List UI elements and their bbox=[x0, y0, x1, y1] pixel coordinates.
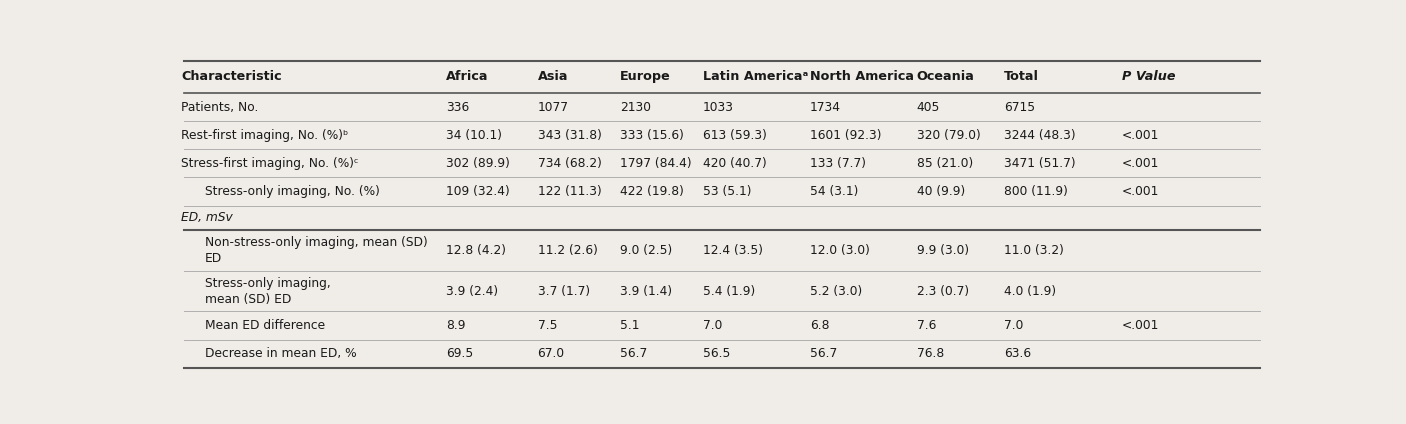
Text: <.001: <.001 bbox=[1122, 157, 1159, 170]
Text: Stress-only imaging,: Stress-only imaging, bbox=[205, 276, 330, 290]
Text: 613 (59.3): 613 (59.3) bbox=[703, 129, 768, 142]
Text: 333 (15.6): 333 (15.6) bbox=[620, 129, 685, 142]
Text: 6715: 6715 bbox=[1004, 101, 1035, 114]
Text: 12.4 (3.5): 12.4 (3.5) bbox=[703, 244, 763, 257]
Text: 3.9 (2.4): 3.9 (2.4) bbox=[446, 285, 498, 298]
Text: 109 (32.4): 109 (32.4) bbox=[446, 185, 510, 198]
Text: 7.0: 7.0 bbox=[703, 319, 723, 332]
Text: 8.9: 8.9 bbox=[446, 319, 465, 332]
Text: 133 (7.7): 133 (7.7) bbox=[810, 157, 866, 170]
Text: 3.9 (1.4): 3.9 (1.4) bbox=[620, 285, 672, 298]
Text: 56.7: 56.7 bbox=[620, 347, 648, 360]
Text: 405: 405 bbox=[917, 101, 941, 114]
Text: Patients, No.: Patients, No. bbox=[181, 101, 259, 114]
Text: 69.5: 69.5 bbox=[446, 347, 474, 360]
Text: 56.7: 56.7 bbox=[810, 347, 837, 360]
Text: Non-stress-only imaging, mean (SD): Non-stress-only imaging, mean (SD) bbox=[205, 236, 427, 249]
Text: Africa: Africa bbox=[446, 70, 488, 84]
Text: 67.0: 67.0 bbox=[537, 347, 565, 360]
Text: 5.1: 5.1 bbox=[620, 319, 640, 332]
Text: 343 (31.8): 343 (31.8) bbox=[537, 129, 602, 142]
Text: 53 (5.1): 53 (5.1) bbox=[703, 185, 752, 198]
Text: 76.8: 76.8 bbox=[917, 347, 943, 360]
Text: Stress-first imaging, No. (%)ᶜ: Stress-first imaging, No. (%)ᶜ bbox=[181, 157, 359, 170]
Text: 122 (11.3): 122 (11.3) bbox=[537, 185, 602, 198]
Text: 2130: 2130 bbox=[620, 101, 651, 114]
Text: Oceania: Oceania bbox=[917, 70, 974, 84]
Text: 7.5: 7.5 bbox=[537, 319, 557, 332]
Text: 9.0 (2.5): 9.0 (2.5) bbox=[620, 244, 672, 257]
Text: 5.4 (1.9): 5.4 (1.9) bbox=[703, 285, 755, 298]
Text: 320 (79.0): 320 (79.0) bbox=[917, 129, 980, 142]
Text: 1077: 1077 bbox=[537, 101, 568, 114]
Text: 336: 336 bbox=[446, 101, 470, 114]
Text: ED: ED bbox=[205, 252, 222, 265]
Text: Characteristic: Characteristic bbox=[181, 70, 281, 84]
Text: 56.5: 56.5 bbox=[703, 347, 731, 360]
Text: ED, mSv: ED, mSv bbox=[181, 212, 233, 224]
Text: <.001: <.001 bbox=[1122, 185, 1159, 198]
Text: Stress-only imaging, No. (%): Stress-only imaging, No. (%) bbox=[205, 185, 380, 198]
Text: mean (SD) ED: mean (SD) ED bbox=[205, 293, 291, 306]
Text: 420 (40.7): 420 (40.7) bbox=[703, 157, 766, 170]
Text: 11.2 (2.6): 11.2 (2.6) bbox=[537, 244, 598, 257]
Text: 800 (11.9): 800 (11.9) bbox=[1004, 185, 1067, 198]
Text: 54 (3.1): 54 (3.1) bbox=[810, 185, 858, 198]
Text: Europe: Europe bbox=[620, 70, 671, 84]
Text: 2.3 (0.7): 2.3 (0.7) bbox=[917, 285, 969, 298]
Text: 63.6: 63.6 bbox=[1004, 347, 1031, 360]
Text: 7.0: 7.0 bbox=[1004, 319, 1024, 332]
Text: Latin Americaᵃ: Latin Americaᵃ bbox=[703, 70, 808, 84]
Text: <.001: <.001 bbox=[1122, 319, 1159, 332]
Text: 1033: 1033 bbox=[703, 101, 734, 114]
Text: 1734: 1734 bbox=[810, 101, 841, 114]
Text: 3471 (51.7): 3471 (51.7) bbox=[1004, 157, 1076, 170]
Text: Decrease in mean ED, %: Decrease in mean ED, % bbox=[205, 347, 357, 360]
Text: North America: North America bbox=[810, 70, 914, 84]
Text: 85 (21.0): 85 (21.0) bbox=[917, 157, 973, 170]
Text: 7.6: 7.6 bbox=[917, 319, 936, 332]
Text: P Value: P Value bbox=[1122, 70, 1175, 84]
Text: 4.0 (1.9): 4.0 (1.9) bbox=[1004, 285, 1056, 298]
Text: <.001: <.001 bbox=[1122, 129, 1159, 142]
Text: 6.8: 6.8 bbox=[810, 319, 830, 332]
Text: 11.0 (3.2): 11.0 (3.2) bbox=[1004, 244, 1064, 257]
Text: 40 (9.9): 40 (9.9) bbox=[917, 185, 965, 198]
Text: 12.0 (3.0): 12.0 (3.0) bbox=[810, 244, 870, 257]
Text: Mean ED difference: Mean ED difference bbox=[205, 319, 325, 332]
Text: 734 (68.2): 734 (68.2) bbox=[537, 157, 602, 170]
Text: Total: Total bbox=[1004, 70, 1039, 84]
Text: 3244 (48.3): 3244 (48.3) bbox=[1004, 129, 1076, 142]
Text: 34 (10.1): 34 (10.1) bbox=[446, 129, 502, 142]
Text: 5.2 (3.0): 5.2 (3.0) bbox=[810, 285, 862, 298]
Text: Rest-first imaging, No. (%)ᵇ: Rest-first imaging, No. (%)ᵇ bbox=[181, 129, 349, 142]
Text: 1601 (92.3): 1601 (92.3) bbox=[810, 129, 882, 142]
Text: 1797 (84.4): 1797 (84.4) bbox=[620, 157, 692, 170]
Text: 302 (89.9): 302 (89.9) bbox=[446, 157, 510, 170]
Text: 422 (19.8): 422 (19.8) bbox=[620, 185, 685, 198]
Text: 3.7 (1.7): 3.7 (1.7) bbox=[537, 285, 589, 298]
Text: 9.9 (3.0): 9.9 (3.0) bbox=[917, 244, 969, 257]
Text: Asia: Asia bbox=[537, 70, 568, 84]
Text: 12.8 (4.2): 12.8 (4.2) bbox=[446, 244, 506, 257]
